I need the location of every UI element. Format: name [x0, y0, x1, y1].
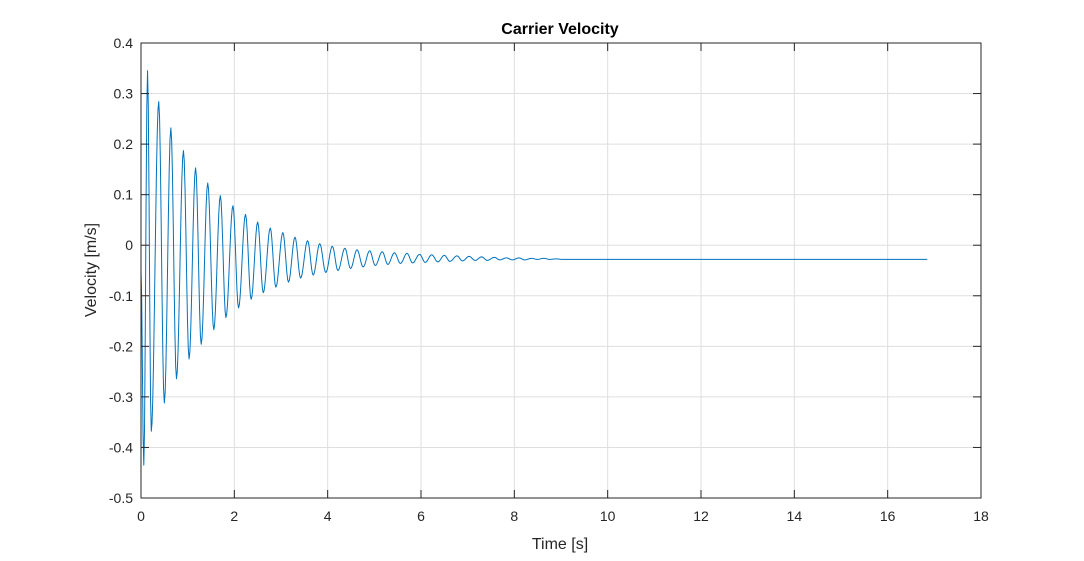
y-tick-label: -0.1: [109, 288, 133, 304]
series-layer: [140, 70, 928, 466]
y-tick-label: -0.4: [109, 439, 133, 455]
y-tick-label: -0.2: [109, 338, 133, 354]
y-tick-label: 0: [125, 237, 133, 253]
chart-title: Carrier Velocity: [501, 21, 619, 38]
x-tick-label: 0: [137, 508, 145, 524]
x-tick-label: 8: [510, 508, 518, 524]
x-tick-label: 4: [324, 508, 332, 524]
y-tick-label: -0.5: [109, 490, 133, 506]
y-tick-label: 0.1: [114, 187, 134, 203]
y-tick-label: 0.4: [114, 35, 134, 51]
y-axis-label: Velocity [m/s]: [83, 223, 100, 317]
x-tick-label: 18: [973, 508, 989, 524]
axes-box: [140, 42, 982, 499]
y-tick-label: -0.3: [109, 389, 133, 405]
y-tick-label: 0.2: [114, 136, 134, 152]
ticks: [140, 42, 982, 499]
x-axis-label: Time [s]: [532, 536, 588, 553]
x-tick-label: 6: [417, 508, 425, 524]
tick-labels: 0 2 4 6 8 10 12 14 16 18 -0.5 -0.4 -0.3 -0.2 -0.1 0 0.1 0…: [109, 35, 989, 524]
x-tick-label: 10: [600, 508, 616, 524]
y-tick-label: 0.3: [114, 86, 134, 102]
x-tick-label: 16: [880, 508, 896, 524]
x-tick-label: 12: [693, 508, 709, 524]
x-tick-label: 14: [787, 508, 803, 524]
series-line: [140, 70, 928, 466]
x-tick-label: 2: [230, 508, 238, 524]
